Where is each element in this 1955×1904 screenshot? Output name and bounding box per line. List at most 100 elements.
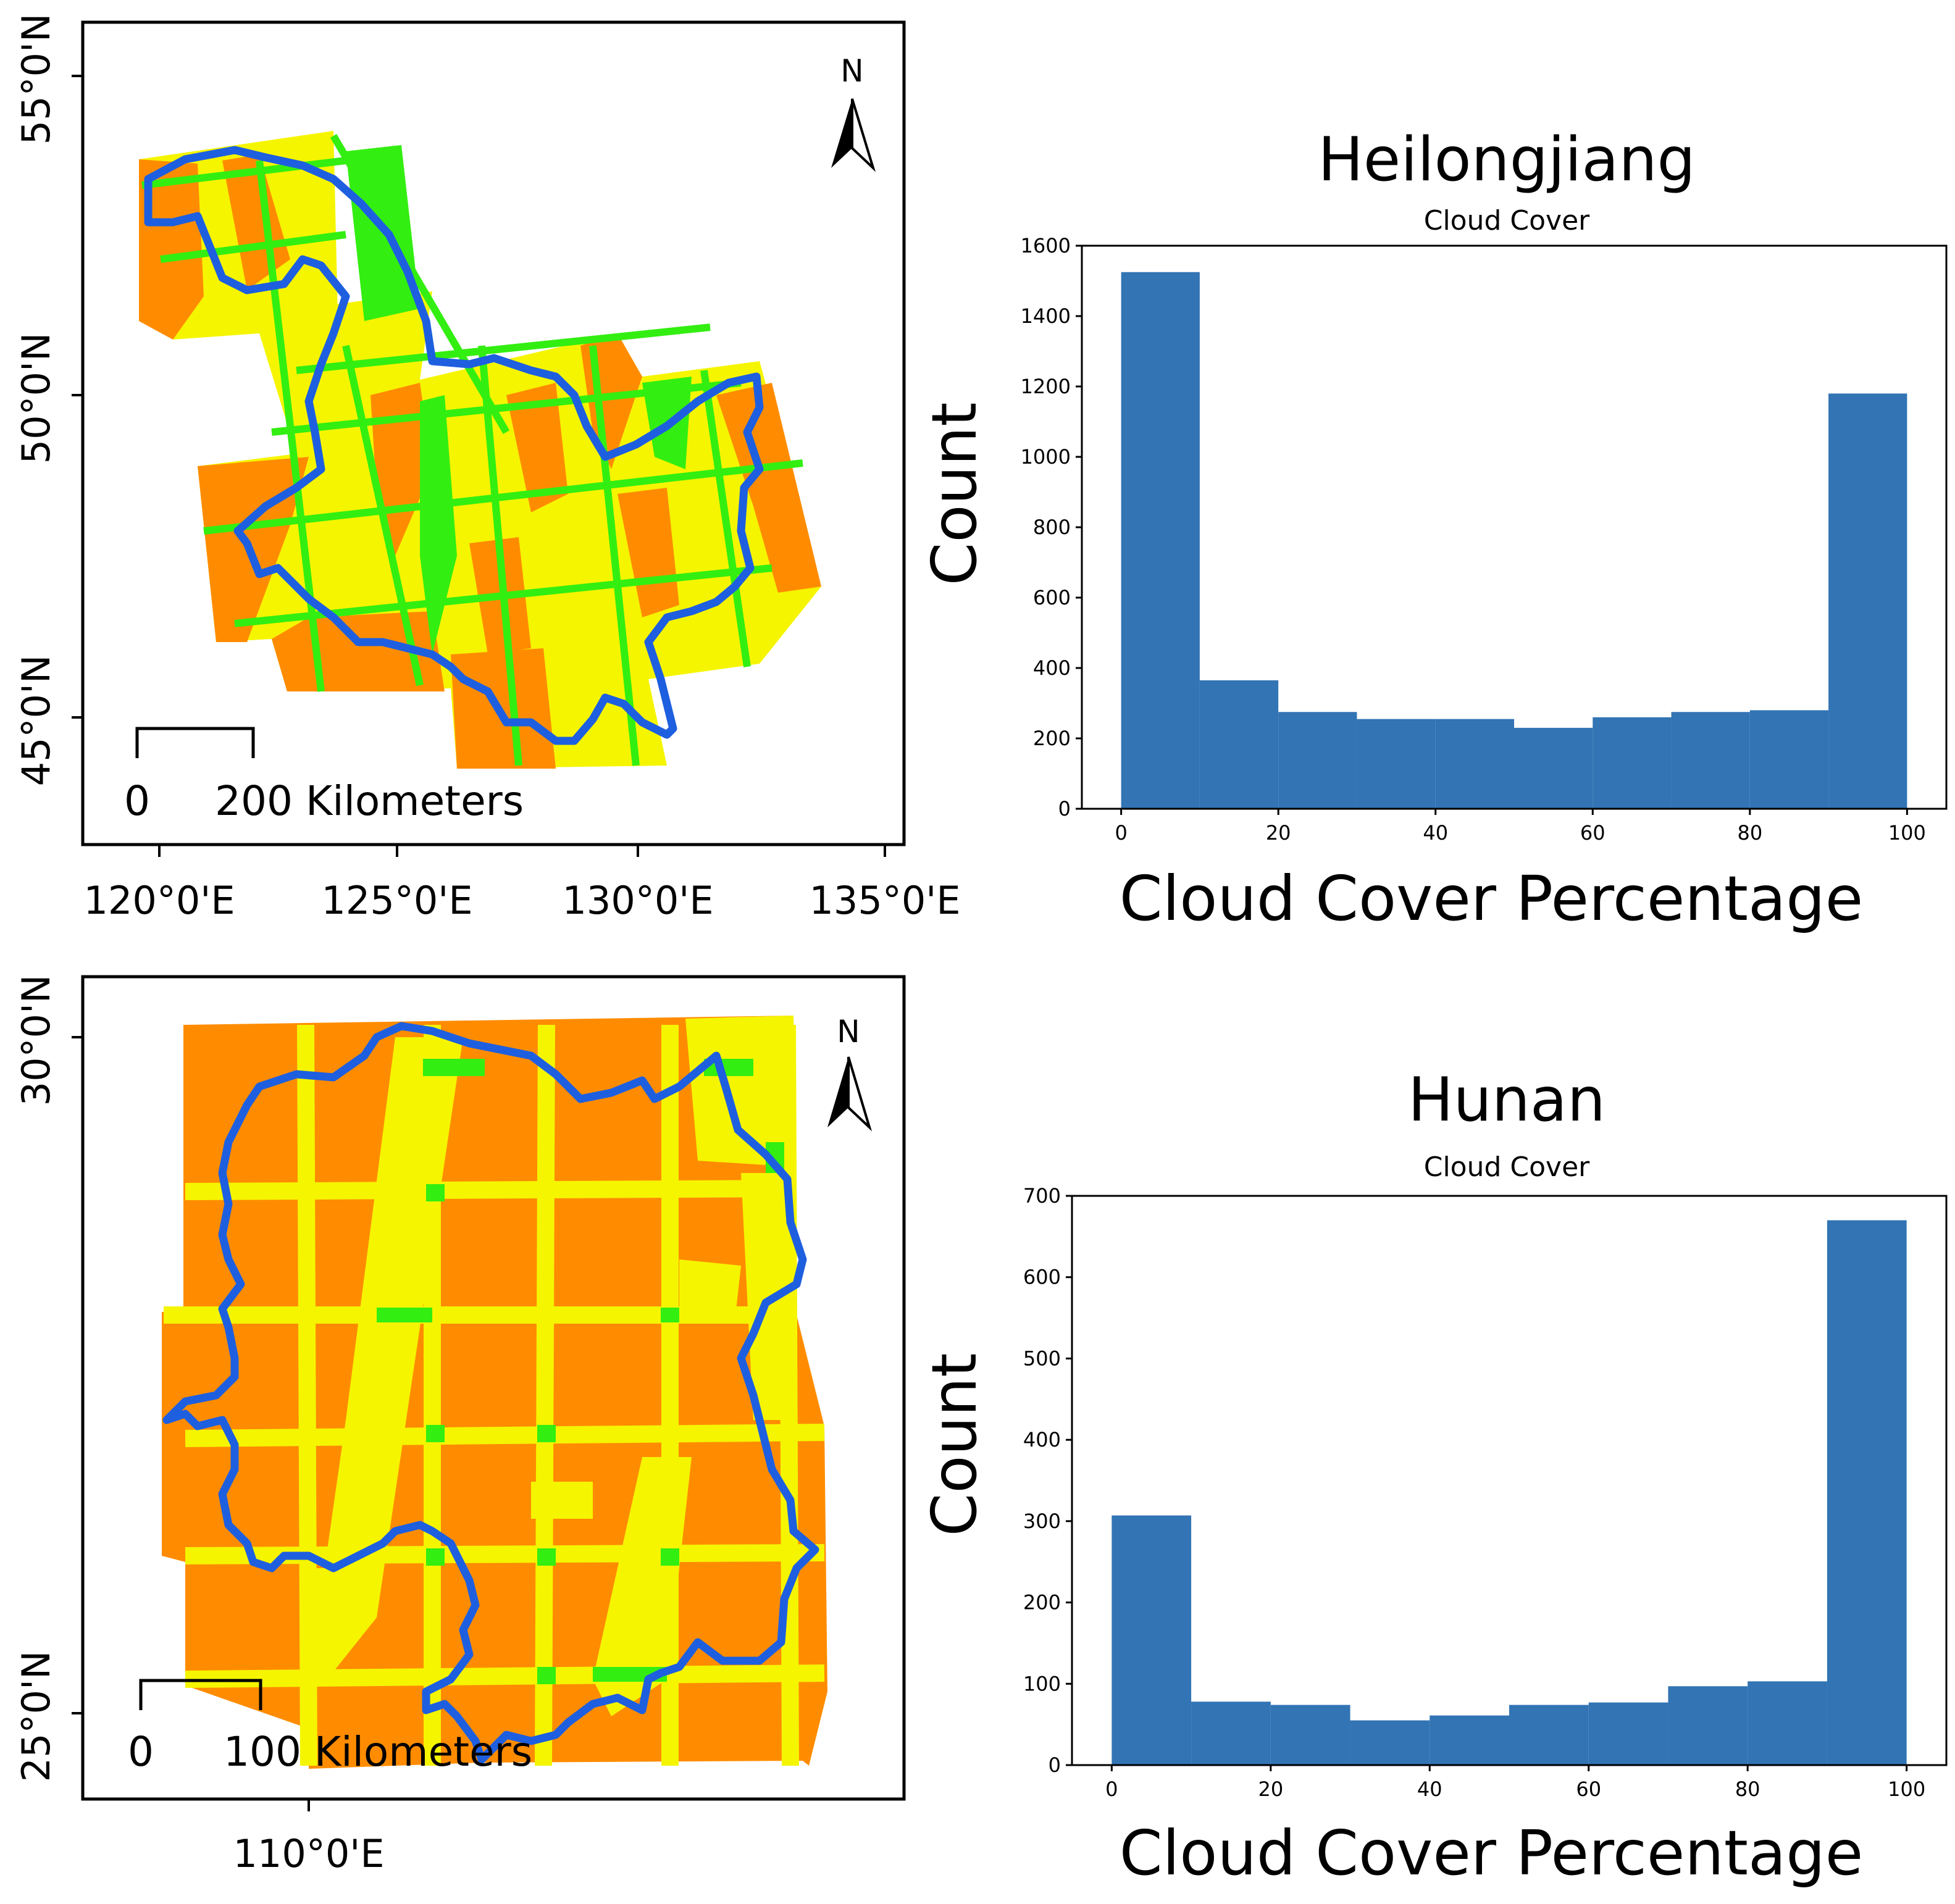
y-ticks: 0 200 400 600 800 1000 1200 1400 1600 bbox=[1021, 234, 1082, 820]
y-tick-label: 300 bbox=[1023, 1509, 1061, 1533]
north-label: N bbox=[840, 53, 863, 89]
raster-patch bbox=[617, 488, 679, 617]
histogram-bar bbox=[1593, 717, 1672, 809]
raster-heilongjiang bbox=[139, 131, 821, 769]
y-tick-label: 0 bbox=[1049, 1753, 1061, 1777]
x-tick-label: 0 bbox=[1105, 1777, 1118, 1801]
y-tick-label: 1400 bbox=[1021, 304, 1071, 328]
y-tick-label: 100 bbox=[1023, 1672, 1061, 1695]
histogram-bar bbox=[1671, 712, 1750, 809]
lat-label: 50°0'N bbox=[14, 333, 59, 464]
raster-patch bbox=[420, 395, 457, 654]
y-tick-label: 500 bbox=[1023, 1347, 1061, 1370]
histogram-bar bbox=[1357, 719, 1436, 809]
raster-patch bbox=[309, 1568, 346, 1685]
x-axis-label: Cloud Cover Percentage bbox=[1120, 862, 1864, 935]
x-tick-label: 80 bbox=[1737, 821, 1762, 845]
map-frame bbox=[81, 20, 906, 846]
chart-title: Hunan bbox=[1408, 1065, 1605, 1135]
x-tick-label: 40 bbox=[1423, 821, 1448, 845]
chart-title: Heilongjiang bbox=[1318, 125, 1696, 195]
x-ticks: 0 20 40 60 80 100 bbox=[1105, 1765, 1925, 1801]
x-ticks: 0 20 40 60 80 100 bbox=[1115, 809, 1926, 845]
x-tick-label: 100 bbox=[1888, 1777, 1925, 1801]
histogram-bar bbox=[1749, 710, 1829, 809]
raster-patch bbox=[451, 648, 556, 769]
chart-subtitle: Cloud Cover bbox=[1424, 1151, 1590, 1183]
x-tick-label: 100 bbox=[1888, 821, 1926, 845]
province-boundary bbox=[162, 1022, 819, 1764]
province-boundary bbox=[144, 146, 764, 745]
lat-label: 45°0'N bbox=[14, 655, 59, 787]
y-tick-label: 600 bbox=[1033, 586, 1071, 609]
histogram-bar bbox=[1350, 1720, 1430, 1765]
x-tick-label: 60 bbox=[1576, 1777, 1601, 1801]
histogram-hunan: Hunan Cloud Cover Count Cloud Cover Perc… bbox=[918, 1065, 1948, 1889]
x-axis-label: Cloud Cover Percentage bbox=[1120, 1817, 1864, 1889]
lat-label: 55°0'N bbox=[14, 14, 59, 145]
x-tick-label: 40 bbox=[1417, 1777, 1442, 1801]
x-tick-label: 20 bbox=[1258, 1777, 1283, 1801]
lon-label: 130°0'E bbox=[562, 878, 713, 923]
plot-frame bbox=[1071, 1195, 1948, 1766]
histogram-bar bbox=[1668, 1686, 1748, 1765]
histogram-bar bbox=[1111, 1515, 1192, 1765]
scale-zero-label: 0 bbox=[128, 1728, 154, 1776]
raster-patch bbox=[506, 383, 568, 512]
lat-ticks bbox=[72, 1036, 83, 1714]
scale-distance-label: 200 Kilometers bbox=[215, 777, 524, 825]
lon-label: 120°0'E bbox=[83, 878, 235, 923]
scale-zero-label: 0 bbox=[124, 777, 150, 825]
x-tick-label: 20 bbox=[1266, 821, 1291, 845]
y-tick-label: 1000 bbox=[1021, 445, 1071, 469]
y-axis-label: Count bbox=[918, 403, 990, 586]
y-tick-label: 400 bbox=[1023, 1428, 1061, 1451]
raster-patch bbox=[139, 159, 204, 340]
map-hunan: 30°0'N 25°0'N 110°0'E N 0 100 Kilometers bbox=[14, 975, 906, 1876]
histogram-bar bbox=[1278, 712, 1357, 809]
map-frame bbox=[81, 975, 906, 1801]
y-tick-label: 800 bbox=[1033, 516, 1071, 539]
y-tick-label: 0 bbox=[1058, 797, 1071, 820]
histogram-bar bbox=[1199, 680, 1279, 809]
histogram-bar bbox=[1588, 1702, 1668, 1765]
x-tick-label: 80 bbox=[1735, 1777, 1760, 1801]
histogram-bar bbox=[1509, 1705, 1589, 1765]
raster-patch bbox=[741, 1173, 790, 1420]
raster-patch bbox=[716, 383, 821, 593]
x-tick-label: 60 bbox=[1580, 821, 1605, 845]
scale-bar: 0 100 Kilometers bbox=[128, 1679, 532, 1776]
y-axis-label: Count bbox=[918, 1353, 990, 1537]
y-tick-label: 700 bbox=[1023, 1184, 1061, 1208]
lon-label: 110°0'E bbox=[233, 1831, 384, 1876]
north-arrow-icon: N bbox=[831, 53, 876, 172]
y-ticks: 0 100 200 300 400 500 600 700 bbox=[1023, 1184, 1072, 1777]
histogram-bar bbox=[1191, 1701, 1271, 1765]
lat-label: 30°0'N bbox=[14, 975, 59, 1106]
lon-label: 125°0'E bbox=[321, 878, 472, 923]
scale-bar: 0 200 Kilometers bbox=[124, 727, 524, 825]
lon-ticks bbox=[158, 845, 886, 857]
y-tick-label: 600 bbox=[1023, 1266, 1061, 1289]
bar-group bbox=[1121, 272, 1907, 809]
y-tick-label: 200 bbox=[1033, 727, 1071, 750]
raster-swath-lines bbox=[164, 1024, 825, 1766]
histogram-bar bbox=[1828, 393, 1907, 809]
histogram-bar bbox=[1435, 719, 1514, 809]
histogram-bar bbox=[1430, 1715, 1509, 1765]
histogram-bar bbox=[1748, 1681, 1827, 1765]
north-arrow-icon: N bbox=[827, 1014, 873, 1132]
histogram-bar bbox=[1270, 1705, 1350, 1765]
chart-subtitle: Cloud Cover bbox=[1424, 205, 1590, 236]
histogram-bar bbox=[1827, 1220, 1907, 1765]
y-tick-label: 200 bbox=[1023, 1591, 1061, 1614]
bar-group bbox=[1111, 1220, 1907, 1765]
raster-patch bbox=[679, 1259, 741, 1321]
lat-ticks bbox=[72, 75, 83, 719]
lon-label: 135°0'E bbox=[809, 878, 960, 923]
y-tick-label: 1600 bbox=[1021, 234, 1071, 257]
raster-hunan bbox=[162, 1016, 827, 1769]
x-tick-label: 0 bbox=[1115, 821, 1127, 845]
lat-label: 25°0'N bbox=[14, 1651, 59, 1782]
